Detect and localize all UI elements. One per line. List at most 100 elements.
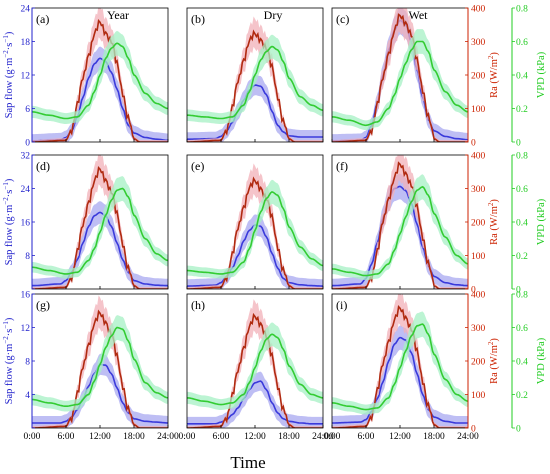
plot-area bbox=[32, 155, 168, 289]
x-tick-label: 18:00 bbox=[423, 432, 445, 442]
panel-letter: (c) bbox=[336, 12, 349, 26]
vpd-tick-label: 0.6 bbox=[516, 324, 528, 334]
ra-band bbox=[332, 294, 468, 428]
panel-h: 0:00 6:00 12:00 18:00 24:00 (h) bbox=[179, 293, 334, 442]
vpd-tick-label: 0.2 bbox=[516, 391, 528, 401]
ra-tick-label: 400 bbox=[471, 5, 486, 15]
plot-area bbox=[332, 155, 468, 289]
vpd-tick-label: 0 bbox=[516, 286, 521, 296]
sap-tick-label: 4 bbox=[25, 391, 30, 401]
sap-tick-label: 24 bbox=[21, 5, 31, 15]
plot-area bbox=[187, 16, 323, 142]
vpd-line bbox=[32, 187, 168, 275]
vpd-line bbox=[32, 326, 168, 407]
panel-letter: (b) bbox=[191, 12, 205, 26]
vpd-line bbox=[187, 191, 323, 275]
x-tick-label: 6:00 bbox=[213, 432, 230, 442]
vpd-tick-label: 0.8 bbox=[516, 291, 528, 301]
ra-tick-label: 400 bbox=[471, 291, 486, 301]
ra-tick-label: 0 bbox=[471, 286, 476, 296]
vpd-tick-label: 0.6 bbox=[516, 185, 528, 195]
vpd-line bbox=[187, 45, 323, 120]
ra-band bbox=[32, 8, 168, 142]
x-tick-label: 18:00 bbox=[123, 432, 145, 442]
sap-tick-label: 12 bbox=[21, 72, 31, 82]
vpd-band bbox=[32, 176, 168, 279]
ra-tick-label: 400 bbox=[471, 152, 486, 162]
panel-title: Year bbox=[107, 8, 129, 22]
ra-line bbox=[187, 176, 323, 289]
vpd-line bbox=[332, 323, 468, 411]
x-tick-label: 0:00 bbox=[179, 432, 196, 442]
ra-tick-label: 100 bbox=[471, 105, 486, 115]
plot-area bbox=[32, 295, 168, 428]
panel-g: 0:00 6:00 12:00 18:00 24:00 4 8 12 16 Sap flow (g… bbox=[2, 291, 179, 443]
ra-tick-label: 200 bbox=[471, 219, 486, 229]
ra-tick-label: 200 bbox=[471, 72, 486, 82]
vpd-tick-label: 0 bbox=[516, 425, 521, 435]
panel-letter: (a) bbox=[36, 12, 49, 26]
ra-line bbox=[187, 312, 323, 428]
ra-line bbox=[332, 161, 468, 289]
vpd-axis-title: VPD (kPa) bbox=[536, 198, 547, 245]
panel-e: (e) bbox=[186, 154, 324, 290]
sap-flow-band bbox=[32, 201, 168, 289]
vpd-axis-title: VPD (kPa) bbox=[536, 337, 547, 384]
vpd-line bbox=[187, 333, 323, 406]
x-tick-label: 24:00 bbox=[457, 432, 479, 442]
vpd-tick-label: 0.8 bbox=[516, 152, 528, 162]
sap-tick-label: 0 bbox=[25, 139, 30, 149]
panel-letter: (f) bbox=[336, 159, 348, 173]
sap-flow-line bbox=[187, 380, 323, 425]
panel-letter: (d) bbox=[36, 159, 50, 173]
x-tick-label: 18:00 bbox=[278, 432, 300, 442]
sap-tick-label: 8 bbox=[25, 358, 30, 368]
sap-axis-title: Sap flow (g·m−2·s−1) bbox=[2, 31, 15, 118]
x-tick-label: 0:00 bbox=[324, 432, 341, 442]
vpd-tick-label: 0.8 bbox=[516, 5, 528, 15]
x-tick-label: 6:00 bbox=[358, 432, 375, 442]
vpd-band bbox=[332, 311, 468, 415]
ra-band bbox=[187, 16, 323, 142]
sap-axis-title: Sap flow (g·m−2·s−1) bbox=[2, 178, 15, 265]
sap-flow-line bbox=[332, 336, 468, 424]
panel-f: 0 100 200 300 400 0 0.2 0.4 0.6 0.8 Ra (W/m2) VPD (… bbox=[331, 152, 547, 296]
ra-line bbox=[187, 29, 323, 142]
vpd-line bbox=[332, 40, 468, 127]
panel-d: 8 16 24 32 Sap flow (g·m−2·s−1) (d) bbox=[2, 152, 169, 290]
ra-tick-label: 100 bbox=[471, 252, 486, 262]
vpd-tick-label: 0.6 bbox=[516, 38, 528, 48]
ra-tick-label: 200 bbox=[471, 358, 486, 368]
vpd-line bbox=[332, 185, 468, 277]
panel-letter: (e) bbox=[191, 159, 204, 173]
ra-tick-label: 300 bbox=[471, 324, 486, 334]
sap-tick-label: 12 bbox=[21, 324, 31, 334]
vpd-band bbox=[332, 174, 468, 281]
vpd-tick-label: 0 bbox=[516, 139, 521, 149]
ra-line bbox=[332, 13, 468, 142]
vpd-band bbox=[187, 34, 323, 124]
vpd-axis-title: VPD (kPa) bbox=[536, 51, 547, 98]
ra-tick-label: 100 bbox=[471, 391, 486, 401]
sap-tick-label: 6 bbox=[25, 105, 30, 115]
ra-line bbox=[32, 165, 168, 289]
vpd-tick-label: 0.2 bbox=[516, 252, 528, 262]
panel-letter: (h) bbox=[191, 298, 205, 312]
sap-tick-label: 18 bbox=[21, 38, 31, 48]
sap-flow-band bbox=[332, 173, 468, 289]
panel-letter: (i) bbox=[336, 298, 347, 312]
plot-area bbox=[332, 294, 468, 428]
vpd-band bbox=[32, 30, 168, 124]
panel-b: (b) Dry bbox=[186, 7, 324, 143]
panel-a: 0 6 12 18 24 Sap flow (g·m−2·s−1) (a) Year bbox=[2, 5, 169, 149]
x-tick-label: 6:00 bbox=[58, 432, 75, 442]
sap-tick-label: 16 bbox=[21, 291, 31, 301]
x-axis-title: Time bbox=[230, 453, 265, 472]
panel-letter: (g) bbox=[36, 298, 50, 312]
ra-axis-title: Ra (W/m2) bbox=[487, 52, 500, 98]
panel-title: Dry bbox=[264, 8, 283, 22]
x-tick-label: 12:00 bbox=[89, 432, 111, 442]
axes-labels-layer: Time bbox=[230, 453, 265, 472]
sap-tick-label: 24 bbox=[21, 185, 31, 195]
